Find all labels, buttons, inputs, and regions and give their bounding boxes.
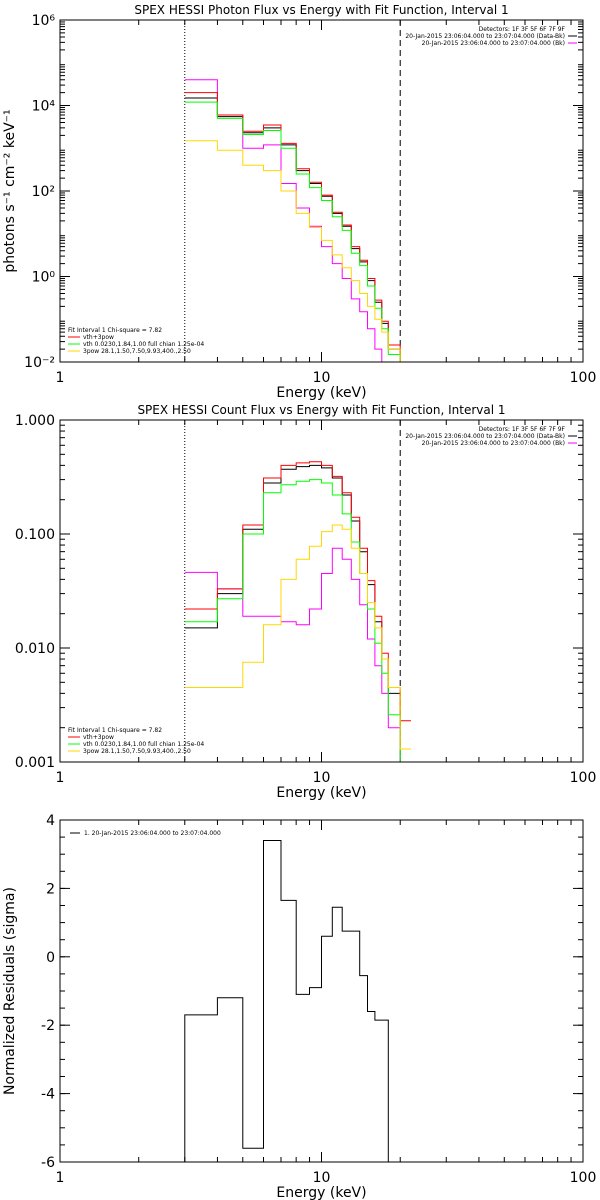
- legend-top-line: 20-Jan-2015 23:06:04.000 to 23:07:04.000…: [405, 33, 565, 40]
- y-axis-label: photons s⁻¹ cm⁻² keV⁻¹: [2, 109, 18, 272]
- legend-bottom-entry: vth+3pow: [83, 334, 114, 341]
- y-tick-label: 0: [46, 950, 55, 966]
- legend-top-line: 1. 20-Jan-2015 23:06:04.000 to 23:07:04.…: [84, 830, 221, 837]
- x-tick-label: 1: [56, 370, 65, 386]
- series-group: [184, 461, 411, 762]
- series-line-4: [184, 479, 411, 762]
- legend-bottom-entry: 3pow 28.1,1.50,7.50,9.93,400.,2.50: [83, 748, 191, 755]
- y-tick-label: 10⁴: [32, 99, 56, 115]
- y-tick-label: -4: [41, 1087, 55, 1103]
- series-line-1: [184, 464, 411, 750]
- series-line-3: [184, 461, 411, 722]
- legend-bottom-entry: vth 0.0230,1.84,1.00 full chian 1.25e-04: [83, 341, 204, 348]
- y-tick-label: 1.000: [15, 413, 55, 429]
- plot-frame: [59, 419, 584, 763]
- y-tick-label: 10⁻²: [24, 355, 55, 371]
- x-tick-label: 1: [56, 770, 65, 786]
- series-line-2: [184, 79, 383, 362]
- legend-top-line: 20-Jan-2015 23:06:04.000 to 23:07:04.000…: [422, 440, 565, 447]
- legend-bottom-header: Fit Interval 1 Chi-square = 7.82: [68, 327, 162, 334]
- x-axis-label: Energy (keV): [276, 1185, 366, 1200]
- legend-bottom-entry: 3pow 28.1,1.50,7.50,9.93,400.,2.50: [83, 348, 191, 355]
- x-tick-label: 100: [570, 370, 597, 386]
- panel-2: SPEX HESSI Count Flux vs Energy with Fit…: [15, 403, 596, 801]
- legend-top-line: 20-Jan-2015 23:06:04.000 to 23:07:04.000…: [422, 40, 565, 47]
- y-tick-label: 10⁶: [32, 13, 56, 29]
- x-axis-label: Energy (keV): [276, 385, 366, 401]
- y-tick-label: 0.100: [15, 527, 55, 543]
- legend-top-line: Detectors: 1F 3F 5F 6F 7F 9F: [479, 26, 566, 33]
- legend-bottom-entry: vth 0.0230,1.84,1.00 full chian 1.25e-04: [83, 741, 204, 748]
- series-line-2: [184, 547, 411, 762]
- panel-3: 1 10 100 -6 -4 -2 0 2 4 Energy (keV) Normalized Re…: [2, 813, 596, 1200]
- legend-bottom-header: Fit Interval 1 Chi-square = 7.82: [68, 727, 162, 734]
- y-tick-label: -2: [41, 1018, 55, 1034]
- legend-top-line: 20-Jan-2015 23:06:04.000 to 23:07:04.000…: [405, 433, 565, 440]
- series-line-1: [184, 840, 389, 1162]
- legend-bottom-entry: vth+3pow: [83, 734, 114, 741]
- y-tick-label: 2: [46, 881, 55, 897]
- series-line-3: [184, 92, 401, 362]
- plot-frame: [59, 819, 584, 1163]
- x-axis-label: Energy (keV): [276, 785, 366, 801]
- y-ticks: [60, 819, 583, 1163]
- y-tick-label: -6: [41, 1155, 55, 1171]
- y-tick-label: 10⁰: [32, 270, 56, 286]
- y-tick-label: 0.001: [15, 755, 55, 771]
- series-line-5: [184, 524, 411, 750]
- x-tick-label: 10: [313, 1170, 331, 1186]
- series-group: [184, 79, 401, 362]
- x-tick-label: 10: [313, 770, 331, 786]
- x-ticks: [59, 820, 584, 1162]
- y-axis-label: Normalized Residuals (sigma): [2, 887, 18, 1095]
- series-line-5: [184, 140, 401, 362]
- x-tick-label: 10: [313, 370, 331, 386]
- chart-title: SPEX HESSI Count Flux vs Energy with Fit…: [137, 403, 505, 417]
- x-tick-label: 100: [570, 1170, 597, 1186]
- series-line-1: [184, 97, 401, 362]
- legend-top-line: Detectors: 1F 3F 5F 6F 7F 9F: [479, 426, 566, 433]
- chart-title: SPEX HESSI Photon Flux vs Energy with Fi…: [134, 3, 508, 17]
- plot-frame: [59, 19, 584, 363]
- series-line-4: [184, 101, 401, 362]
- panel-1: SPEX HESSI Photon Flux vs Energy with Fi…: [2, 3, 596, 401]
- y-ticks: [60, 19, 583, 363]
- x-tick-label: 100: [570, 770, 597, 786]
- x-tick-label: 1: [56, 1170, 65, 1186]
- y-tick-label: 0.010: [15, 641, 55, 657]
- series-group: [184, 840, 389, 1162]
- y-tick-label: 10²: [32, 184, 55, 200]
- y-tick-label: 4: [46, 813, 55, 829]
